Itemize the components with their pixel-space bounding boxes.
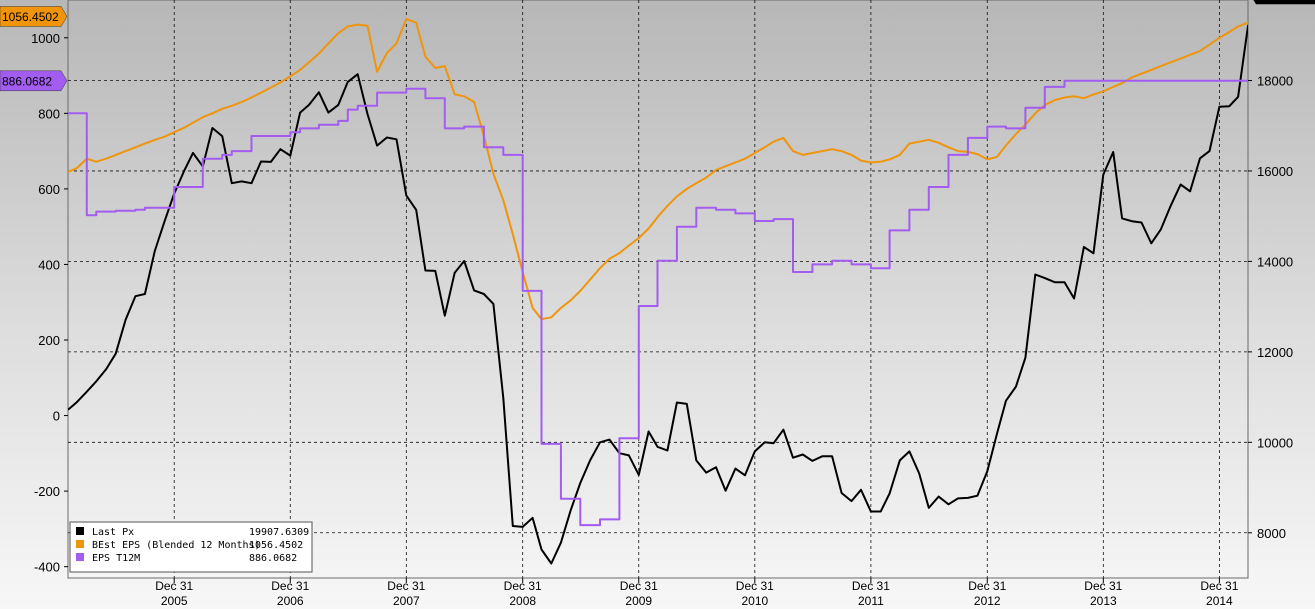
- x-tick-year: 2008: [509, 594, 536, 608]
- right-axis: 8000 10000 12000 14000 16000 18000: [1248, 74, 1293, 541]
- left-tick-label: 800: [38, 106, 60, 121]
- plot-area: [67, 0, 1249, 579]
- series-line-2: [68, 79, 1248, 527]
- right-tick-label: 12000: [1257, 345, 1293, 360]
- legend-value: 886.0682: [249, 553, 297, 564]
- x-tick-year: 2006: [277, 594, 304, 608]
- x-tick-year: 2014: [1206, 594, 1233, 608]
- legend-value: 1056.4502: [249, 540, 303, 551]
- series-lines: [68, 17, 1248, 565]
- x-tick-label: Dec 31: [968, 579, 1006, 593]
- x-tick-label: Dec 31: [271, 579, 309, 593]
- x-tick-year: 2011: [858, 594, 884, 608]
- legend-label: BEst EPS (Blended 12 Months): [92, 540, 261, 551]
- last-value-badge-label: 1056.4502: [2, 10, 59, 24]
- x-tick-year: 2010: [741, 594, 768, 608]
- right-tick-label: 8000: [1257, 526, 1286, 541]
- x-tick-label: Dec 31: [736, 579, 774, 593]
- right-tick-label: 18000: [1257, 74, 1293, 89]
- x-tick-year: 2005: [161, 594, 188, 608]
- series-line-1: [68, 17, 1248, 321]
- last-value-badges: 19907.6309 1056.4502 886.0682: [0, 0, 1315, 92]
- left-axis: -400 -200 0 200 400 600 800 1000: [31, 31, 68, 575]
- x-tick-label: Dec 31: [387, 579, 425, 593]
- legend-label: EPS T12M: [92, 553, 140, 564]
- last-value-badge-1: 1056.4502: [0, 6, 68, 27]
- right-tick-label: 16000: [1257, 164, 1293, 179]
- x-tick-label: Dec 31: [1084, 579, 1122, 593]
- legend-swatch: [76, 527, 84, 535]
- x-tick-year: 2009: [625, 594, 652, 608]
- right-tick-label: 10000: [1257, 435, 1293, 450]
- left-tick-label: 600: [38, 182, 60, 197]
- left-tick-label: 200: [38, 333, 60, 348]
- legend-value: 19907.6309: [249, 527, 309, 538]
- left-tick-label: 400: [38, 257, 60, 272]
- x-tick-year: 2013: [1090, 594, 1117, 608]
- series-line-0: [68, 24, 1248, 565]
- x-tick-year: 2007: [393, 594, 420, 608]
- left-tick-label: -400: [34, 560, 60, 575]
- left-tick-label: -200: [34, 484, 60, 499]
- right-tick-label: 14000: [1257, 254, 1293, 269]
- left-tick-label: 1000: [31, 31, 60, 46]
- legend-box: [69, 521, 313, 573]
- last-px-badge-label: 19907.6309: [1259, 0, 1315, 2]
- x-tick-label: Dec 31: [1200, 579, 1238, 593]
- x-tick-year: 2012: [974, 594, 1001, 608]
- x-tick-label: Dec 31: [620, 579, 658, 593]
- last-px-badge: 19907.6309: [1253, 0, 1315, 5]
- x-tick-label: Dec 31: [504, 579, 542, 593]
- last-value-badge-label: 886.0682: [2, 74, 52, 88]
- x-tick-label: Dec 31: [155, 579, 193, 593]
- legend-swatch: [76, 553, 84, 561]
- legend-swatch: [76, 540, 84, 548]
- last-value-badge-2: 886.0682: [0, 70, 68, 92]
- left-tick-label: 0: [53, 409, 60, 424]
- x-tick-label: Dec 31: [852, 579, 890, 593]
- legend-label: Last Px: [92, 527, 134, 538]
- legend: Last Px 19907.6309 BEst EPS (Blended 12 Mo…: [69, 521, 313, 573]
